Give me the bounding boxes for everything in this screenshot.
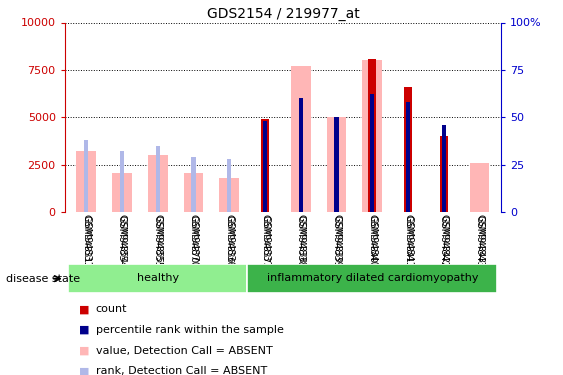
Bar [220,178,239,212]
Bar [120,151,124,212]
Text: ■: ■ [79,366,90,375]
Text: inflammatory dilated cardiomyopathy: inflammatory dilated cardiomyopathy [266,273,478,284]
Bar [68,264,247,292]
Text: count: count [96,304,127,314]
Text: GSM94836: GSM94836 [225,214,234,262]
Text: GSM94854: GSM94854 [118,214,127,262]
Bar [112,173,132,212]
Bar [155,146,160,212]
Text: GSM94843: GSM94843 [475,214,484,262]
Text: GSM94839: GSM94839 [332,214,341,262]
Text: healthy: healthy [137,273,179,284]
Text: ■: ■ [79,325,90,335]
Bar [442,144,446,212]
Bar [470,163,489,212]
Text: GSM94831: GSM94831 [82,214,91,262]
Text: GSM94855: GSM94855 [153,214,162,262]
Text: GSM94870: GSM94870 [189,214,198,262]
Text: GSM94841: GSM94841 [404,214,413,262]
Bar [263,121,267,212]
Bar [363,60,382,212]
Text: GSM94842: GSM94842 [439,214,448,262]
Bar [84,140,88,212]
Bar [298,98,303,212]
Text: GSM94837: GSM94837 [261,214,270,262]
Text: disease state: disease state [6,274,80,284]
Text: percentile rank within the sample: percentile rank within the sample [96,325,284,335]
Bar [440,136,448,212]
Text: rank, Detection Call = ABSENT: rank, Detection Call = ABSENT [96,366,267,375]
Bar [327,117,346,212]
Bar [227,159,231,212]
Bar [406,102,410,212]
Bar [334,117,339,212]
Text: GSM94838: GSM94838 [296,214,305,262]
Text: value, Detection Call = ABSENT: value, Detection Call = ABSENT [96,346,272,355]
Text: GSM94840: GSM94840 [368,214,377,262]
Bar [184,173,203,212]
Title: GDS2154 / 219977_at: GDS2154 / 219977_at [207,8,359,21]
Text: ■: ■ [79,346,90,355]
Bar [77,151,96,212]
Bar [247,264,498,292]
Bar [148,155,168,212]
Bar [261,119,269,212]
Bar [368,59,376,212]
Bar [191,157,196,212]
Bar [404,87,412,212]
Text: ■: ■ [79,304,90,314]
Bar [370,94,374,212]
Bar [442,125,446,212]
Bar [291,66,311,212]
